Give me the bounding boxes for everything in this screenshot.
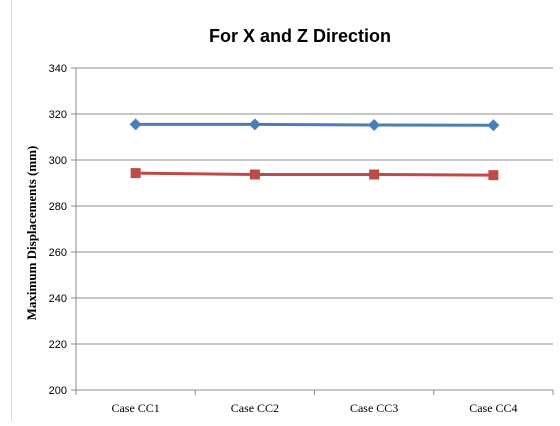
y-tick-label: 340 bbox=[49, 63, 67, 75]
y-tick-label: 220 bbox=[49, 339, 67, 351]
chart-title: For X and Z Direction bbox=[209, 26, 391, 46]
series-2-point bbox=[369, 169, 380, 180]
y-tick-label: 320 bbox=[49, 109, 67, 121]
x-tick-label: Case CC2 bbox=[231, 401, 279, 415]
gridlines bbox=[76, 67, 553, 345]
axes: 200 220 240 260 280 300 320 340 Case CC1 Case CC2… bbox=[49, 63, 554, 415]
series-2-point bbox=[249, 169, 260, 180]
labels: For X and Z Direction Maximum Displaceme… bbox=[24, 26, 391, 320]
series-2-point bbox=[130, 168, 141, 179]
y-tick-label: 260 bbox=[49, 247, 67, 259]
series-1-point bbox=[129, 118, 142, 131]
y-tick-label: 200 bbox=[49, 385, 67, 397]
chart-frame-edge bbox=[11, 0, 12, 421]
x-tick-label: Case CC4 bbox=[469, 401, 517, 415]
y-axis-label: Maximum Displacements (mm) bbox=[24, 146, 39, 321]
y-tick-label: 280 bbox=[49, 201, 67, 213]
series-1-point bbox=[487, 119, 500, 132]
series-line-2 bbox=[135, 171, 494, 177]
x-tick-label: Case CC1 bbox=[111, 401, 159, 415]
y-tick-label: 300 bbox=[49, 155, 67, 167]
series-group bbox=[129, 118, 500, 181]
series-line-1 bbox=[135, 122, 494, 127]
x-tick-label: Case CC3 bbox=[350, 401, 398, 415]
series-2-point bbox=[488, 170, 499, 181]
series-1-point bbox=[368, 119, 381, 132]
y-tick-label: 240 bbox=[49, 293, 67, 305]
series-1-point bbox=[248, 118, 261, 131]
